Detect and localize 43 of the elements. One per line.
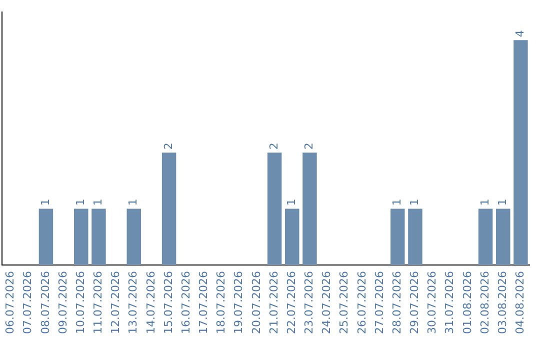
x-tick-label: 02.08.2026 (478, 271, 492, 334)
x-tick-label: 22.07.2026 (284, 271, 298, 334)
data-label: 1 (496, 198, 509, 206)
x-tick-label: 10.07.2026 (74, 271, 87, 334)
x-tick-label: 30.07.2026 (426, 271, 439, 334)
x-tick-label: 13.07.2026 (126, 271, 140, 334)
x-tick-label: 16.07.2026 (179, 271, 192, 334)
x-tick-label: 03.08.2026 (496, 271, 509, 334)
x-tick-label: 23.07.2026 (302, 271, 316, 334)
data-label: 1 (408, 198, 422, 206)
x-tick-label: 12.07.2026 (109, 271, 122, 334)
x-tick-label: 28.07.2026 (390, 271, 404, 334)
data-label: 2 (302, 142, 316, 150)
x-tick-label: 14.07.2026 (144, 271, 158, 334)
data-label: 1 (92, 198, 105, 206)
x-tick-label: 04.08.2026 (514, 271, 527, 334)
data-label: 1 (74, 198, 87, 206)
data-label: 1 (38, 198, 52, 206)
x-tick-label: 25.07.2026 (338, 271, 351, 334)
x-tick-label: 09.07.2026 (56, 271, 70, 334)
x-tick-label: 11.07.2026 (92, 271, 105, 334)
x-tick-label: 08.07.2026 (38, 271, 52, 334)
x-tick-label: 27.07.2026 (372, 271, 386, 334)
x-tick-label: 17.07.2026 (197, 271, 210, 334)
data-label: 1 (478, 198, 492, 206)
x-tick-label: 24.07.2026 (320, 271, 334, 334)
x-tick-label: 06.07.2026 (4, 271, 17, 334)
data-label: 1 (390, 198, 404, 206)
data-label: 4 (514, 30, 527, 38)
x-tick-label: 18.07.2026 (214, 271, 228, 334)
x-tick-label: 26.07.2026 (355, 271, 368, 334)
x-tick-label: 21.07.2026 (267, 271, 280, 334)
x-tick-label: 15.07.2026 (162, 271, 175, 334)
x-tick-label: 07.07.2026 (21, 271, 34, 334)
data-label: 1 (284, 198, 298, 206)
data-label: 1 (126, 198, 140, 206)
x-tick-label: 31.07.2026 (443, 271, 456, 334)
x-tick-label: 01.08.2026 (460, 271, 474, 334)
data-label: 2 (162, 142, 175, 150)
x-tick-label: 29.07.2026 (408, 271, 422, 334)
x-tick-label: 20.07.2026 (250, 271, 263, 334)
data-label: 2 (267, 142, 280, 150)
x-tick-label: 19.07.2026 (232, 271, 246, 334)
